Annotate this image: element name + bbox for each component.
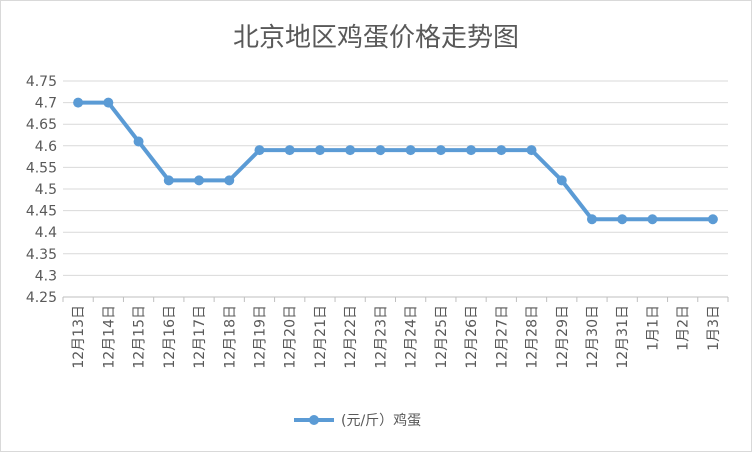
- y-tick-label: 4.5: [35, 182, 57, 198]
- x-tick-label: 12月18日: [222, 305, 238, 369]
- data-point: [314, 145, 325, 156]
- data-point: [163, 175, 174, 186]
- y-tick-label: 4.75: [26, 74, 57, 90]
- x-tick-layer: 12月13日 12月14日 12月15日 12月16日 12月17日 12月18日 12月1…: [62, 297, 729, 369]
- data-point: [435, 145, 446, 156]
- x-tick-label: 12月23日: [373, 305, 389, 369]
- data-point: [647, 214, 658, 225]
- data-point: [133, 136, 144, 147]
- x-tick-label: 12月31日: [615, 305, 631, 369]
- grid-layer: [63, 80, 728, 298]
- legend: (元/斤）鸡蛋: [294, 412, 421, 429]
- series-line: [76, 100, 715, 222]
- x-tick-label: 12月26日: [464, 305, 480, 369]
- x-tick-label: 12月13日: [71, 305, 87, 369]
- y-tick-label: 4.7: [35, 96, 57, 112]
- data-point: [405, 145, 416, 156]
- legend-label: (元/斤）鸡蛋: [341, 412, 421, 429]
- series-layer: [73, 97, 718, 225]
- x-tick-label: 12月27日: [494, 305, 510, 369]
- x-tick-label: 12月29日: [555, 305, 571, 369]
- x-tick-label: 12月30日: [585, 305, 601, 369]
- x-tick-label: 12月15日: [132, 305, 148, 369]
- data-point: [707, 214, 718, 225]
- data-point: [254, 145, 265, 156]
- x-tick-label: 1月3日: [706, 305, 722, 351]
- chart-title: 北京地区鸡蛋价格走势图: [233, 23, 519, 53]
- y-tick-label: 4.65: [26, 117, 57, 133]
- data-point: [103, 97, 114, 108]
- x-tick-label: 12月17日: [192, 305, 208, 369]
- data-point: [194, 175, 205, 186]
- y-tick-label: 4.45: [26, 204, 57, 220]
- legend-marker: [309, 415, 319, 425]
- data-point: [617, 214, 628, 225]
- data-point: [466, 145, 477, 156]
- y-tick-label: 4.35: [26, 247, 57, 263]
- x-tick-label: 12月14日: [101, 305, 117, 369]
- data-point: [73, 97, 84, 108]
- y-tick-label: 4.3: [35, 268, 57, 284]
- y-tick-label: 4.4: [35, 225, 57, 241]
- data-point: [345, 145, 356, 156]
- x-tick-label: 12月16日: [162, 305, 178, 369]
- data-point: [224, 175, 235, 186]
- x-tick-label: 1月2日: [676, 305, 692, 351]
- y-tick-layer: 4.25 4.3 4.35 4.4 4.45 4.5 4.55 4.6 4.65 4.7 4.75: [26, 74, 57, 306]
- x-tick-label: 12月20日: [283, 305, 299, 369]
- x-tick-label: 12月22日: [343, 305, 359, 369]
- x-tick-label: 12月21日: [313, 305, 329, 369]
- data-point: [496, 145, 507, 156]
- x-tick-label: 12月28日: [525, 305, 541, 369]
- x-tick-label: 12月24日: [404, 305, 420, 369]
- data-point: [586, 214, 597, 225]
- data-point: [526, 145, 537, 156]
- data-point: [284, 145, 295, 156]
- y-tick-label: 4.55: [26, 160, 57, 176]
- data-point: [375, 145, 386, 156]
- x-tick-label: 1月1日: [645, 305, 661, 351]
- x-tick-label: 12月25日: [434, 305, 450, 369]
- x-tick-label: 12月19日: [252, 305, 268, 369]
- y-tick-label: 4.25: [26, 290, 57, 306]
- data-point: [556, 175, 567, 186]
- y-tick-label: 4.6: [35, 139, 57, 155]
